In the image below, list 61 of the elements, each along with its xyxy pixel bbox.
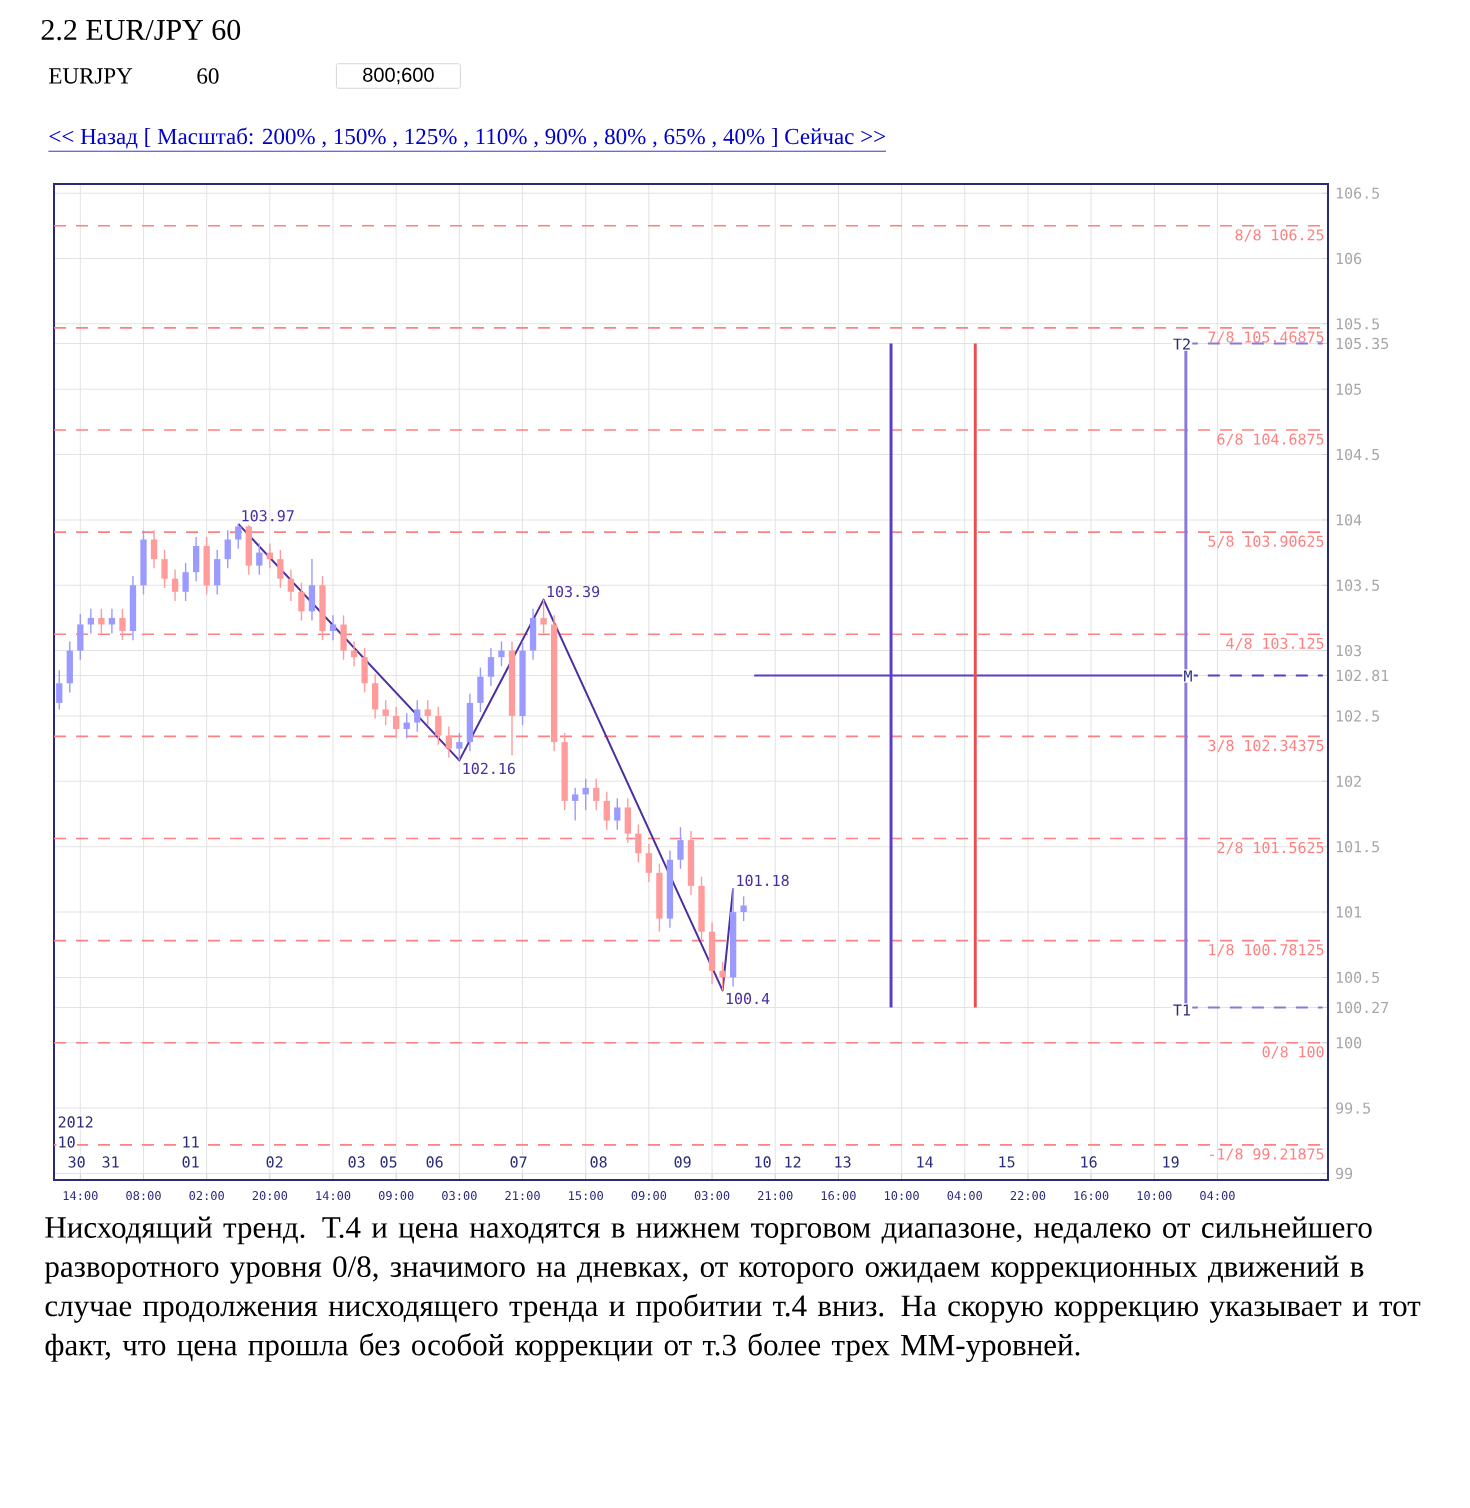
candlestick (235, 523, 242, 550)
candlestick (171, 568, 179, 602)
candlestick (677, 826, 684, 870)
candlestick (203, 536, 210, 596)
candlestick (192, 536, 200, 583)
candlestick (498, 640, 505, 667)
candlestick (298, 581, 305, 622)
candlestick (129, 575, 137, 641)
candlestick (740, 895, 747, 922)
candlestick (214, 549, 221, 596)
candlestick (119, 608, 126, 641)
candlestick (456, 732, 463, 762)
candlestick (277, 549, 284, 589)
candlestick (319, 575, 326, 641)
candlestick (140, 529, 147, 596)
candlestick (224, 529, 231, 569)
candlestick (361, 647, 368, 694)
candlestick (698, 876, 705, 942)
text: 800;600 (363, 67, 434, 85)
text: EURJPY (49, 68, 133, 84)
candlestick (245, 524, 252, 576)
candlestick (635, 823, 642, 864)
candlestick (393, 706, 400, 739)
candlestick (435, 706, 442, 746)
text: 60 (197, 68, 219, 84)
candlestick (340, 614, 347, 661)
candlestick (540, 598, 547, 635)
candlestick (719, 961, 726, 992)
candlestick (287, 568, 295, 602)
candlestick (182, 562, 189, 602)
candlestick (445, 725, 452, 759)
candlestick (624, 797, 631, 844)
candlestick (645, 843, 653, 883)
candlestick (477, 666, 484, 713)
chart-title: 2.2 EUR/JPY 60 (41, 19, 241, 41)
candlestick (77, 613, 84, 661)
candlestick (603, 791, 610, 831)
candlestick (708, 921, 716, 985)
candlestick (150, 529, 158, 569)
candlestick (572, 787, 579, 822)
candlestick (371, 673, 379, 720)
candlestick (424, 699, 431, 726)
candlestick (161, 549, 168, 589)
candlestick (466, 693, 474, 752)
candlestick (329, 614, 337, 641)
candlestick (593, 778, 600, 811)
text: << Назад [ Масштаб: 200% , 150% , 125% , 110% , 90% , 80% , 65% , 40% ] Сейчас >> (49, 127, 885, 149)
candlestick (308, 558, 316, 622)
candlestick (687, 830, 695, 896)
candlestick (414, 699, 421, 733)
candlestick (256, 542, 263, 576)
line-series (237, 522, 735, 992)
candlestick (66, 640, 73, 694)
candlestick (614, 797, 621, 831)
candlestick (382, 699, 389, 726)
candlestick (98, 608, 105, 635)
text: Нисходящий тренд. Т.4 и цена находятся в нижнем торговом диапазоне, недалеко от сильнейшего разворотного уровня 0/8, значимого на дневках, от которого ожидаем коррекционных движений в случае продолжения нисходящего тренда и пробитии т.4 вниз. На скорую коррекцию указывает и тот факт, что цена прошла без особой коррекции от т.3 более трех ММ-уровней. (44, 1216, 1421, 1362)
candlestick (529, 608, 537, 661)
candlestick (487, 647, 495, 687)
candlestick (56, 669, 63, 711)
candlestick (656, 862, 663, 933)
